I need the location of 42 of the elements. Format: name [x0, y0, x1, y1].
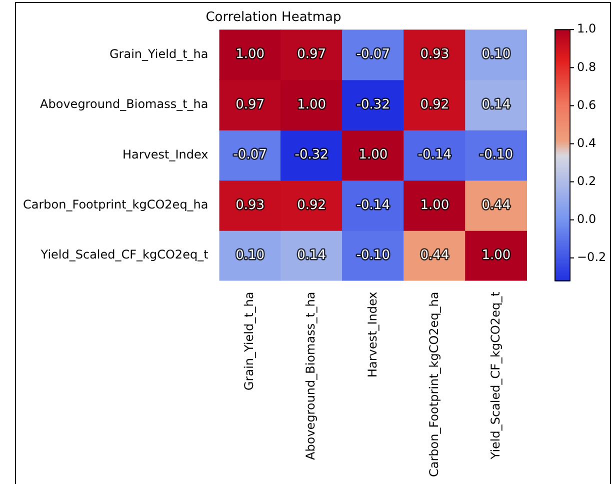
x-tick-label: Carbon_Footprint_kgCO2eq_ha	[426, 292, 441, 478]
y-tick-label: Aboveground_Biomass_t_ha	[40, 97, 208, 112]
data-label: 0.93	[236, 198, 265, 213]
data-label: 0.97	[236, 97, 265, 112]
color-bar-label: 0.8	[577, 60, 596, 74]
data-label: -0.32	[356, 97, 390, 112]
data-label: 0.44	[420, 248, 450, 263]
data-label: 0.10	[236, 248, 265, 263]
data-label: -0.10	[356, 248, 390, 263]
data-label: 0.92	[420, 97, 450, 112]
data-label: 1.00	[482, 248, 511, 263]
data-label: -0.07	[233, 148, 267, 163]
y-tick-label: Yield_Scaled_CF_kgCO2eq_t	[40, 248, 209, 262]
data-label: 1.00	[420, 198, 450, 213]
data-label: -0.07	[356, 47, 390, 62]
x-tick-label: Harvest_Index	[365, 292, 380, 378]
color-bar-label: 1.0	[577, 22, 596, 36]
data-label: -0.14	[418, 148, 452, 163]
data-label: 0.10	[482, 47, 511, 62]
data-label: 1.00	[297, 97, 326, 112]
color-bar-label: 0.4	[577, 136, 596, 150]
chart-title: Correlation Heatmap	[206, 10, 342, 26]
y-tick-label: Grain_Yield_t_ha	[110, 46, 208, 61]
data-label: 0.92	[297, 198, 326, 213]
x-tick-label: Aboveground_Biomass_t_ha	[304, 292, 318, 460]
data-label: -0.14	[356, 198, 390, 213]
color-bar-label: 0.0	[577, 212, 596, 226]
color-bar-label: 0.6	[577, 98, 596, 112]
data-label: 1.00	[236, 47, 265, 62]
data-label: 0.44	[482, 198, 511, 213]
color-bar-label: −0.2	[577, 250, 606, 264]
data-label: 1.00	[358, 148, 388, 163]
y-tick-label: Carbon_Footprint_kgCO2eq_ha	[22, 198, 208, 212]
data-label: 0.97	[297, 47, 326, 62]
color-bar-label: 0.2	[577, 174, 596, 188]
data-label: 0.14	[297, 248, 326, 263]
data-label: 0.14	[482, 97, 511, 112]
data-label: -0.10	[479, 148, 514, 163]
data-label: -0.32	[294, 148, 328, 163]
y-tick-label: Harvest_Index	[122, 147, 208, 162]
data-label: 0.93	[420, 47, 450, 62]
x-tick-label: Yield_Scaled_CF_kgCO2eq_t	[488, 291, 502, 460]
